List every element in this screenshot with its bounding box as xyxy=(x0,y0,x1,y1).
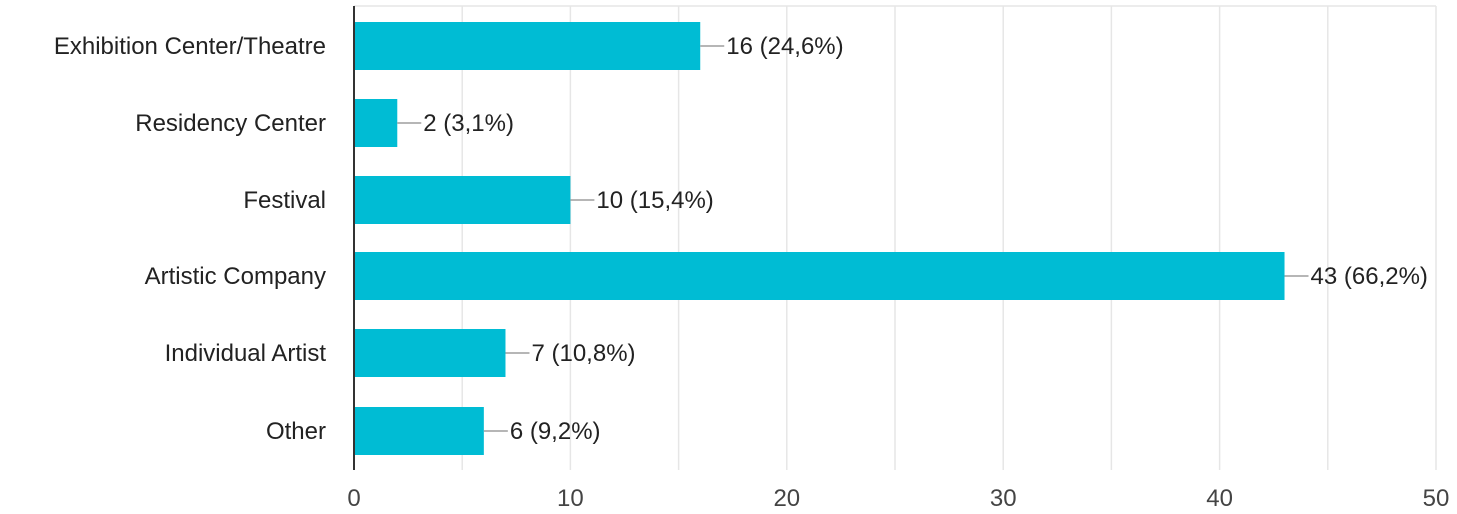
labels: 16 (24,6%) Exhibition Center/Theatre 2 (3,… xyxy=(54,33,1428,445)
bar xyxy=(354,407,484,455)
data-label: 7 (10,8%) xyxy=(531,340,635,367)
bar xyxy=(354,22,701,70)
gridlines xyxy=(354,5,1437,470)
x-tick-label: 10 xyxy=(557,485,584,512)
bar xyxy=(354,252,1285,300)
category-label: Other xyxy=(266,418,326,445)
bar xyxy=(354,99,398,147)
x-tick-label: 50 xyxy=(1423,485,1450,512)
category-label: Individual Artist xyxy=(165,340,327,367)
category-label: Artistic Company xyxy=(145,263,326,290)
x-tick-label: 40 xyxy=(1206,485,1233,512)
axes: 0 10 20 30 40 50 xyxy=(347,6,1449,512)
bars xyxy=(354,22,1285,455)
data-label: 43 (66,2%) xyxy=(1311,263,1428,290)
data-label: 6 (9,2%) xyxy=(510,418,601,445)
category-label: Exhibition Center/Theatre xyxy=(54,33,326,60)
data-label: 16 (24,6%) xyxy=(726,33,843,60)
category-label: Festival xyxy=(243,187,326,214)
data-label: 10 (15,4%) xyxy=(596,187,713,214)
x-tick-label: 30 xyxy=(990,485,1017,512)
bar xyxy=(354,176,571,224)
x-tick-label: 20 xyxy=(773,485,800,512)
bar xyxy=(354,329,506,377)
x-tick-label: 0 xyxy=(347,485,360,512)
category-label: Residency Center xyxy=(135,110,326,137)
data-label: 2 (3,1%) xyxy=(423,110,514,137)
